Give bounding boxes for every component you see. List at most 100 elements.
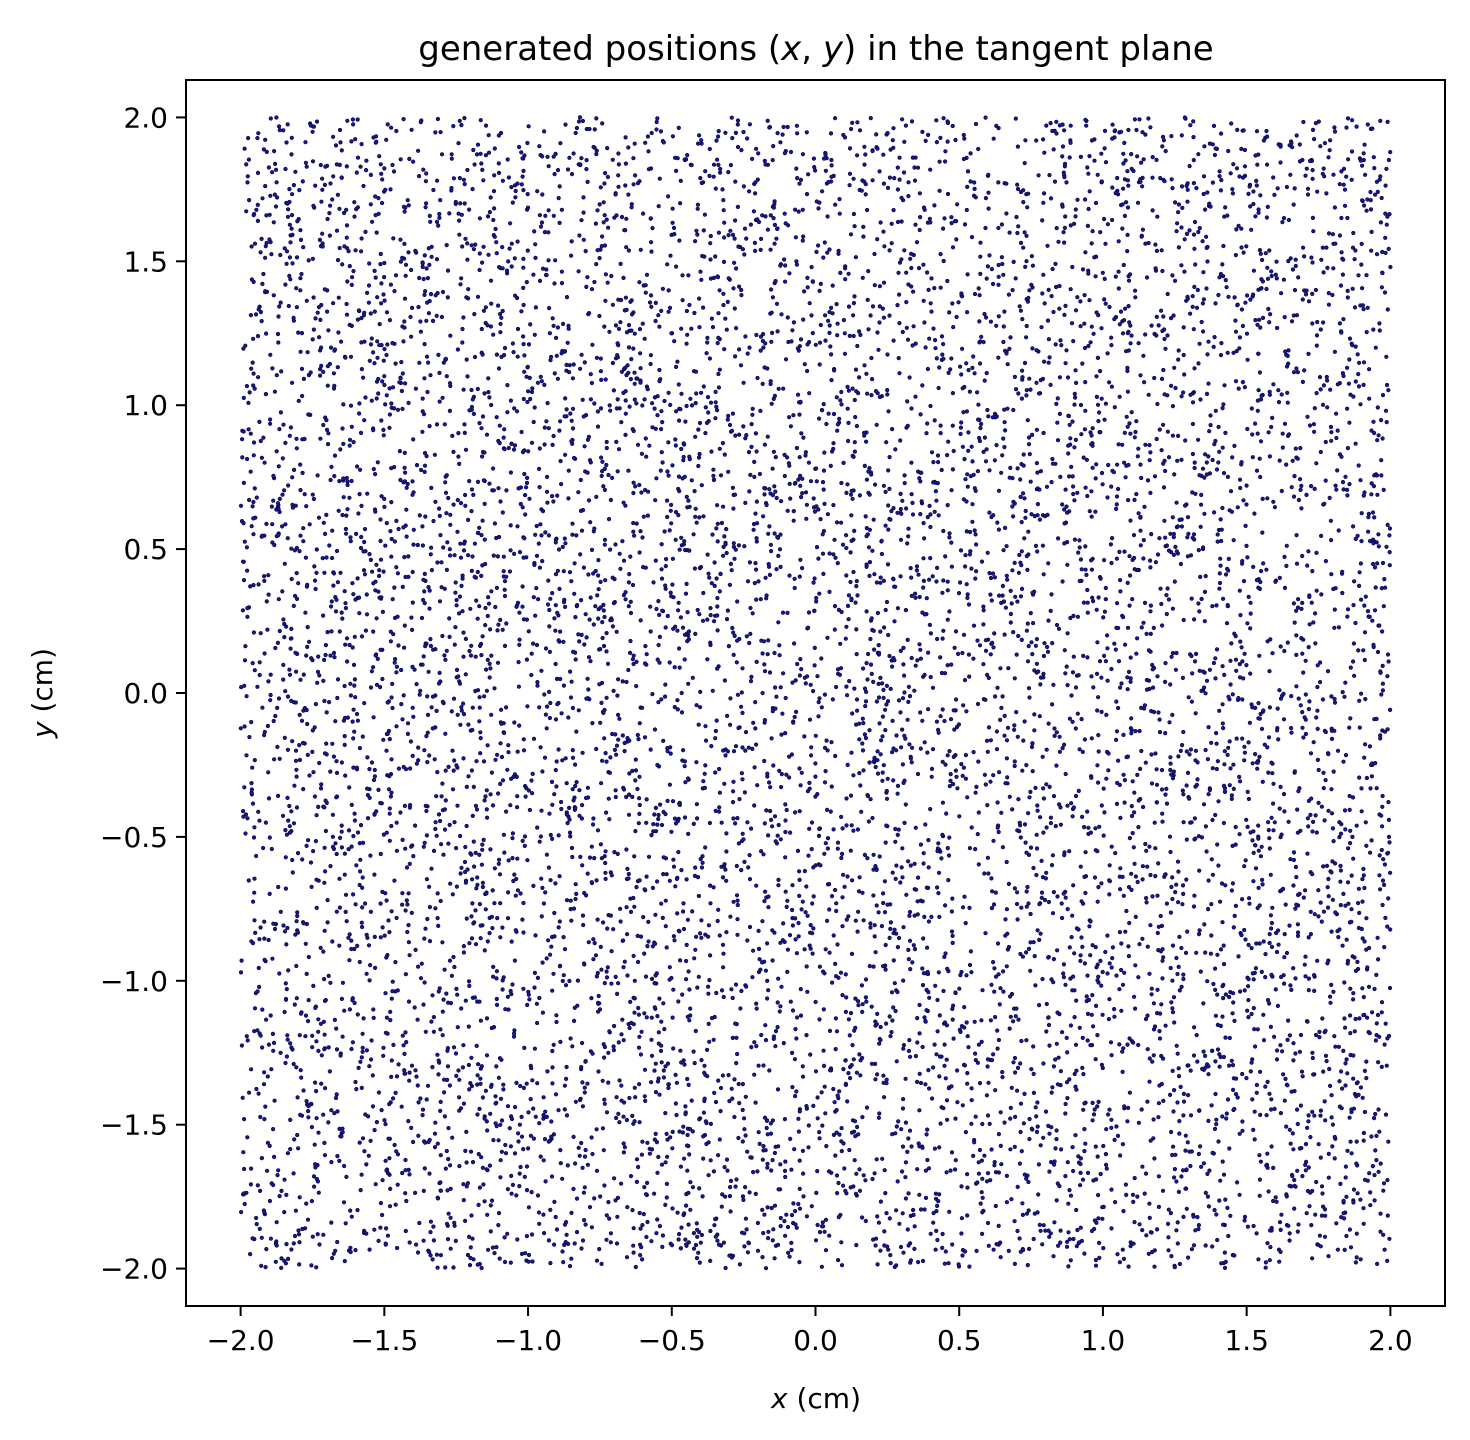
scatter-point [290,380,295,385]
scatter-point [488,792,493,797]
scatter-point [453,1051,459,1056]
scatter-point [881,763,886,768]
scatter-point [1358,597,1364,602]
scatter-point [920,1044,925,1050]
scatter-point [770,466,775,471]
scatter-point [1125,498,1131,503]
scatter-point [1308,751,1314,756]
scatter-point [900,846,905,851]
scatter-point [810,951,815,956]
scatter-point [742,252,747,257]
scatter-point [477,852,482,857]
scatter-point [927,336,932,341]
scatter-point [747,489,752,494]
scatter-point [938,252,943,257]
scatter-point [558,482,564,487]
scatter-point [1206,454,1211,459]
scatter-point [557,919,562,924]
scatter-point [619,1083,624,1088]
scatter-point [1180,883,1186,888]
scatter-point [1121,772,1126,777]
scatter-point [468,1245,473,1250]
scatter-point [663,563,668,569]
scatter-point [467,983,472,989]
scatter-point [493,757,498,762]
scatter-point [846,1017,852,1022]
scatter-point [1037,517,1042,522]
scatter-point [926,577,932,582]
scatter-point [1120,186,1126,191]
scatter-point [347,932,352,937]
scatter-point [411,437,416,442]
scatter-point [1095,695,1101,700]
scatter-point [1265,204,1270,209]
scatter-point [1318,1108,1323,1113]
scatter-point [807,943,812,948]
scatter-point [781,386,786,391]
scatter-point [707,173,712,178]
scatter-point [1198,502,1204,507]
scatter-point [1379,1064,1384,1069]
scatter-point [632,1010,637,1015]
scatter-point [569,845,575,851]
scatter-point [648,293,654,298]
scatter-point [1097,1255,1102,1260]
scatter-point [1168,1210,1173,1216]
scatter-point [1338,868,1343,873]
scatter-point [1289,987,1294,993]
scatter-point [512,1104,518,1110]
scatter-point [1345,607,1351,612]
scatter-point [1333,1044,1338,1049]
scatter-point [251,630,256,635]
scatter-point [288,277,293,282]
scatter-point [847,333,852,339]
scatter-point [1089,489,1094,494]
scatter-point [488,666,493,671]
scatter-point [963,553,968,558]
scatter-point [1068,1258,1073,1263]
scatter-point [521,256,526,262]
scatter-point [425,694,430,699]
scatter-point [769,339,774,344]
scatter-point [541,1230,547,1236]
scatter-point [580,1080,585,1085]
scatter-point [1188,123,1193,128]
scatter-point [1336,625,1341,630]
scatter-point [276,340,281,345]
scatter-point [1219,538,1224,544]
scatter-point [1378,1211,1383,1216]
scatter-point [937,1074,942,1079]
scatter-point [1145,1013,1150,1018]
scatter-point [948,1168,953,1173]
scatter-point [476,1151,481,1157]
scatter-point [600,1078,605,1083]
scatter-point [1100,1012,1105,1017]
scatter-point [546,164,551,169]
scatter-point [1338,1069,1344,1074]
scatter-point [822,313,828,318]
scatter-point [734,1060,739,1066]
scatter-point [394,1149,399,1154]
scatter-point [1204,678,1210,683]
scatter-point [498,935,503,940]
scatter-point [1109,1053,1114,1058]
scatter-point [804,502,810,507]
scatter-point [1026,295,1031,301]
scatter-point [872,482,878,487]
scatter-point [699,935,704,940]
scatter-point [856,1003,861,1008]
scatter-point [1364,273,1369,278]
scatter-point [1049,977,1054,982]
scatter-point [1345,1148,1350,1153]
scatter-point [562,452,568,457]
scatter-point [653,805,659,811]
scatter-point [1010,504,1015,509]
scatter-point [1230,191,1235,196]
scatter-point [1157,729,1163,735]
scatter-point [1283,902,1288,907]
scatter-point [831,1086,836,1092]
scatter-point [700,305,706,310]
scatter-point [714,526,719,531]
scatter-point [964,1172,970,1177]
scatter-point [1104,712,1109,718]
